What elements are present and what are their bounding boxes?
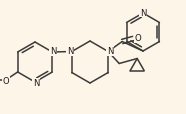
Text: N: N — [50, 47, 57, 56]
Text: O: O — [135, 34, 142, 43]
Text: N: N — [107, 47, 113, 56]
Text: N: N — [140, 8, 146, 17]
Text: N: N — [67, 47, 73, 56]
Text: O: O — [2, 76, 9, 85]
Text: N: N — [33, 79, 39, 88]
